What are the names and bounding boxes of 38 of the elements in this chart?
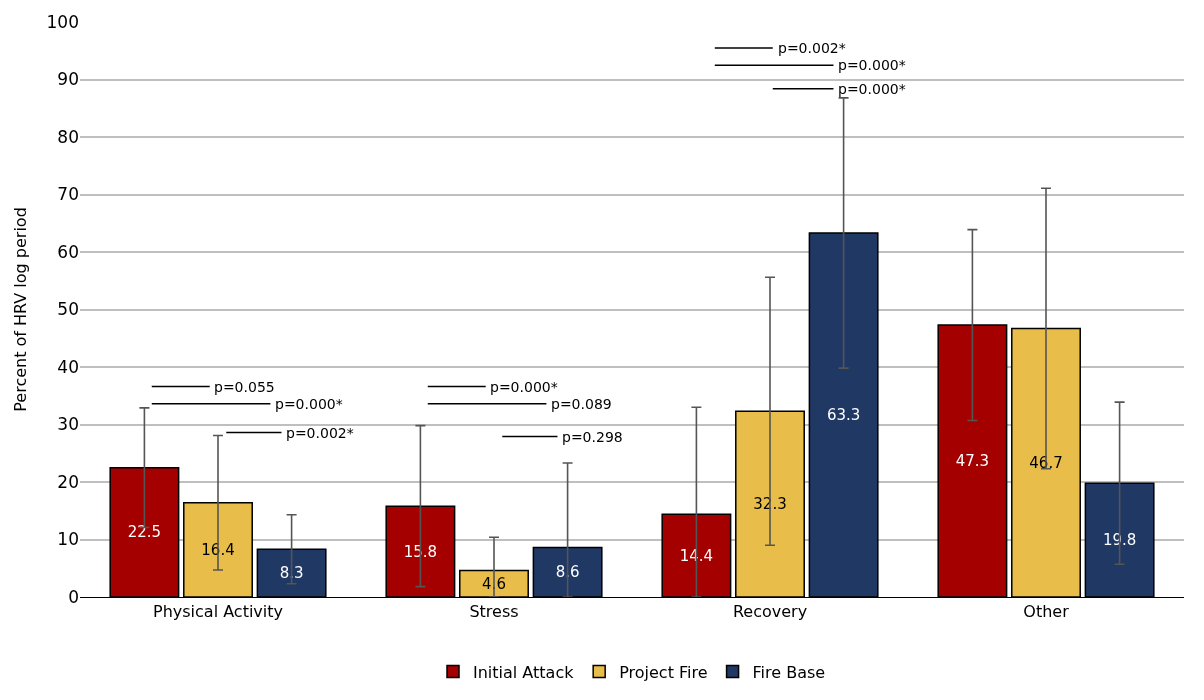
x-tick-label: Physical Activity xyxy=(152,602,284,622)
y-tick-label: 100 xyxy=(46,11,79,32)
y-tick-label: 90 xyxy=(57,69,79,90)
y-tick-label: 0 xyxy=(68,586,79,607)
annotation: p=0.089 xyxy=(551,396,612,412)
data-label: 63.3 xyxy=(826,406,861,425)
annotation: p=0.000* xyxy=(838,57,906,73)
legend-label: Initial Attack xyxy=(473,662,575,682)
annotation: p=0.298 xyxy=(562,429,623,445)
y-tick-label: 40 xyxy=(57,356,79,377)
y-axis-title: Percent of HRV log period xyxy=(11,207,31,412)
legend-label: Fire Base xyxy=(752,662,826,682)
y-tick-label: 80 xyxy=(57,126,79,147)
x-tick-label: Other xyxy=(1023,602,1070,622)
annotation: p=0.000* xyxy=(275,396,343,412)
y-tick-label: 10 xyxy=(57,529,79,550)
y-tick-label: 60 xyxy=(57,241,79,262)
data-label: 46.7 xyxy=(1029,453,1063,472)
y-tick-label: 50 xyxy=(57,299,79,320)
y-tick-label: 70 xyxy=(57,184,79,205)
x-tick-label: Recovery xyxy=(732,602,808,622)
data-label: 14.4 xyxy=(679,546,714,565)
data-label: 32.3 xyxy=(753,495,787,514)
x-tick-label: Stress xyxy=(469,602,519,622)
data-label: 4.6 xyxy=(482,574,506,593)
annotation: p=0.002* xyxy=(778,40,846,56)
y-tick-label: 30 xyxy=(57,414,79,435)
data-label: 8.3 xyxy=(279,564,304,583)
annotation: p=0.000* xyxy=(838,81,906,97)
data-label: 47.3 xyxy=(955,452,990,471)
y-tick-label: 20 xyxy=(57,471,79,492)
data-label: 16.4 xyxy=(201,540,235,559)
annotation: p=0.055 xyxy=(214,379,275,395)
annotation: p=0.002* xyxy=(286,425,354,441)
annotation: p=0.000* xyxy=(490,379,558,395)
data-label: 22.5 xyxy=(127,523,162,542)
data-label: 8.6 xyxy=(555,563,580,582)
legend-label: Project Fire xyxy=(619,662,708,682)
